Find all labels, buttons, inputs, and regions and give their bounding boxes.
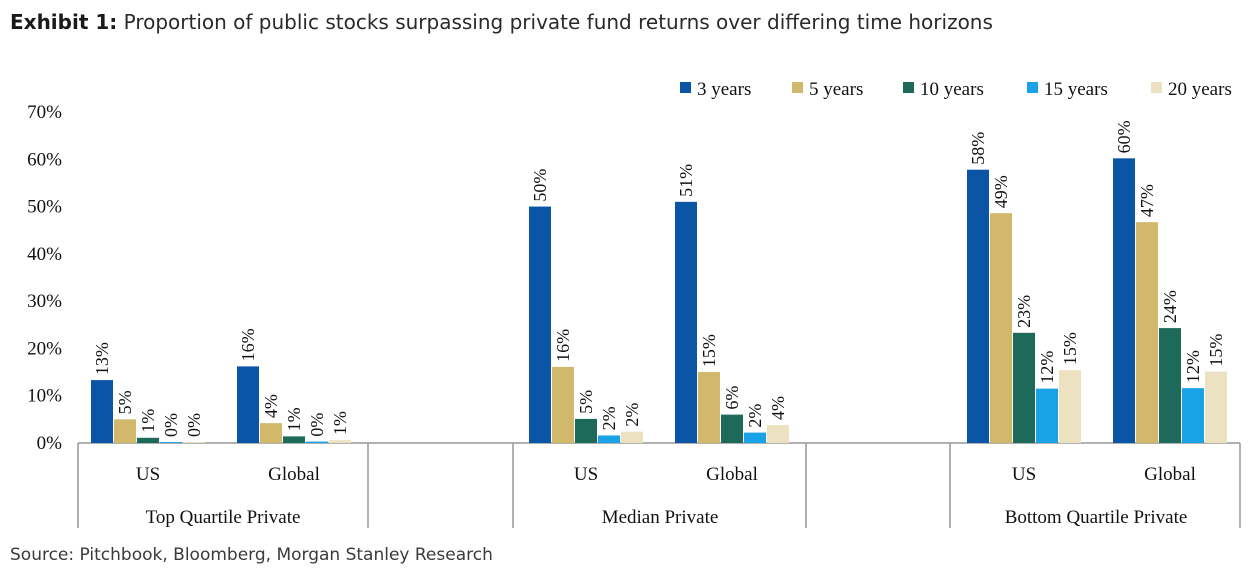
y-tick-label: 20% <box>27 338 62 359</box>
data-label: 12% <box>1037 351 1057 384</box>
data-label: 12% <box>1183 350 1203 383</box>
x-category-label: US <box>136 464 160 485</box>
bar <box>598 435 620 443</box>
bar <box>283 436 305 443</box>
bar <box>675 201 697 443</box>
exhibit-label: Exhibit 1: <box>10 10 118 34</box>
bar <box>160 442 182 443</box>
data-label: 23% <box>1014 295 1034 328</box>
bar <box>1136 222 1158 443</box>
bar <box>1013 332 1035 443</box>
bar <box>1182 388 1204 443</box>
data-label: 1% <box>284 407 304 431</box>
bar <box>698 372 720 443</box>
legend-label: 5 years <box>809 79 863 100</box>
bar <box>575 418 597 443</box>
data-label: 13% <box>92 342 112 375</box>
legend-swatch <box>1027 82 1038 93</box>
data-label: 4% <box>768 396 788 420</box>
bar <box>114 419 136 443</box>
data-label: 51% <box>676 164 696 197</box>
legend-label: 10 years <box>920 79 984 100</box>
bar <box>329 440 351 443</box>
y-tick-label: 50% <box>27 197 62 218</box>
bar <box>721 414 743 443</box>
data-label: 60% <box>1114 120 1134 153</box>
data-label: 0% <box>307 413 327 437</box>
y-tick-label: 40% <box>27 244 62 265</box>
data-label: 4% <box>261 394 281 418</box>
data-label: 16% <box>553 329 573 362</box>
data-label: 47% <box>1137 184 1157 217</box>
legend-label: 3 years <box>697 79 751 100</box>
bar <box>183 442 205 443</box>
data-label: 58% <box>968 132 988 165</box>
x-group-label: Bottom Quartile Private <box>1005 507 1188 528</box>
legend-label: 15 years <box>1044 79 1108 100</box>
bar <box>1113 158 1135 443</box>
data-label: 5% <box>115 390 135 414</box>
bar <box>91 380 113 443</box>
x-category-label: US <box>574 464 598 485</box>
bar <box>990 213 1012 443</box>
bar <box>137 437 159 443</box>
data-label: 24% <box>1160 290 1180 323</box>
legend-swatch <box>903 82 914 93</box>
bar <box>1059 370 1081 443</box>
data-label: 2% <box>745 404 765 428</box>
legend-label: 20 years <box>1168 79 1232 100</box>
data-label: 15% <box>1206 334 1226 367</box>
data-label: 50% <box>530 169 550 202</box>
data-label: 2% <box>599 406 619 430</box>
data-label: 15% <box>1060 332 1080 365</box>
bar <box>967 169 989 443</box>
data-label: 0% <box>184 413 204 437</box>
data-label: 6% <box>722 386 742 410</box>
source-note: Source: Pitchbook, Bloomberg, Morgan Sta… <box>10 545 493 565</box>
x-category-label: US <box>1012 464 1036 485</box>
bar <box>237 366 259 443</box>
y-tick-label: 0% <box>37 433 63 454</box>
bar <box>306 441 328 443</box>
y-tick-label: 60% <box>27 149 62 170</box>
bar <box>744 432 766 443</box>
y-tick-label: 70% <box>27 102 62 123</box>
y-tick-label: 30% <box>27 291 62 312</box>
y-tick-label: 10% <box>27 386 62 407</box>
chart-title: Exhibit 1: Proportion of public stocks s… <box>10 10 993 34</box>
legend-swatch <box>792 82 803 93</box>
bar <box>767 425 789 443</box>
x-category-label: Global <box>706 464 758 485</box>
data-label: 1% <box>330 411 350 435</box>
bar <box>529 206 551 443</box>
data-label: 2% <box>622 403 642 427</box>
bar <box>552 366 574 443</box>
data-label: 0% <box>161 413 181 437</box>
data-label: 5% <box>576 390 596 414</box>
title-text: Proportion of public stocks surpassing p… <box>123 10 993 34</box>
data-label: 49% <box>991 175 1011 208</box>
data-label: 1% <box>138 409 158 433</box>
bar <box>1159 328 1181 443</box>
x-group-label: Top Quartile Private <box>146 507 301 528</box>
bar <box>1036 388 1058 443</box>
x-category-label: Global <box>1144 464 1196 485</box>
bar <box>260 423 282 443</box>
data-label: 16% <box>238 328 258 361</box>
bar <box>621 431 643 443</box>
data-label: 15% <box>699 334 719 367</box>
legend-swatch <box>680 82 691 93</box>
x-category-label: Global <box>268 464 320 485</box>
x-group-label: Median Private <box>602 507 719 528</box>
legend-swatch <box>1151 82 1162 93</box>
bar <box>1205 371 1227 443</box>
